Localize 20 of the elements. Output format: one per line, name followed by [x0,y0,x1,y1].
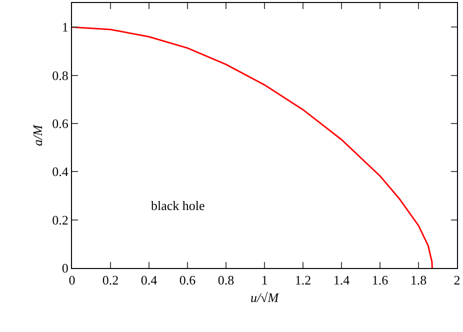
x-tick-label: 1.4 [333,272,350,288]
y-tick-label: 0.8 [52,68,68,83]
x-tick-label: 0.8 [218,272,234,288]
x-tick-label: 1.6 [372,272,389,288]
x-tick-label: 0.6 [179,272,196,288]
y-tick-label: 1 [62,20,68,35]
x-tick-label: 2 [454,272,460,288]
y-axis-title: a/M [30,124,46,146]
y-tick-label: 0.2 [52,212,68,228]
x-axis-title: u/√M [250,290,280,306]
annotation: black hole [151,198,206,213]
x-tick-label: 0.2 [102,272,119,288]
y-tick-label: 0 [62,260,68,276]
x-tick-label: 1.8 [410,272,427,288]
x-tick-label: 0.4 [140,272,158,288]
x-tick-label: 1 [261,272,268,288]
line-series [72,26,433,268]
y-tick-label: 0.6 [52,116,69,131]
x-tick-label: 1.2 [294,272,312,288]
y-tick-label: 0.4 [52,164,69,180]
